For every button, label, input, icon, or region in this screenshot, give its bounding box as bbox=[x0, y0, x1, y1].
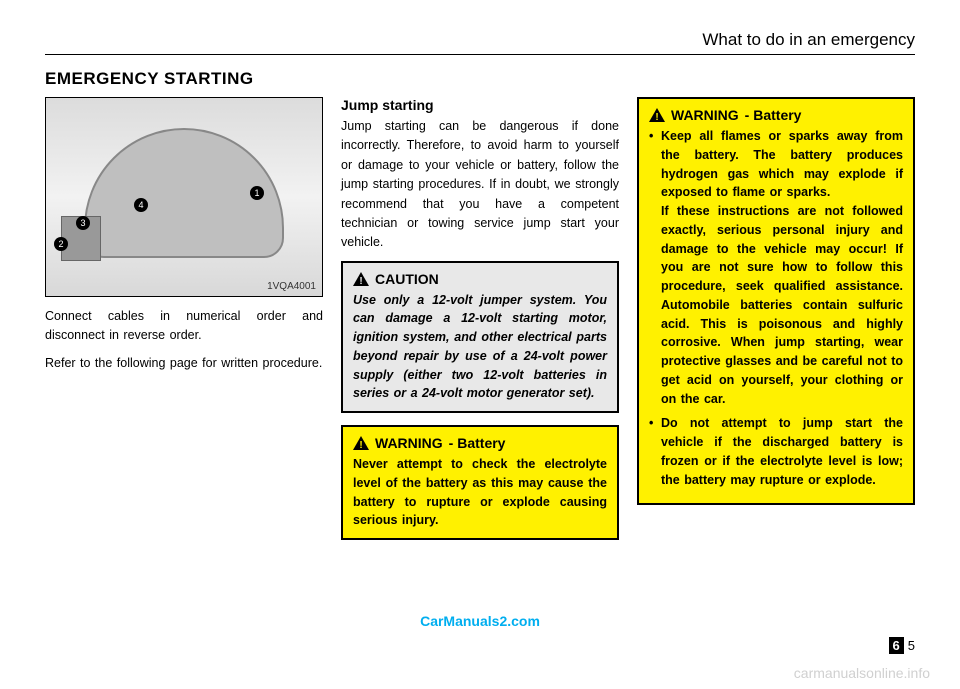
callout-3: 3 bbox=[76, 216, 90, 230]
warning-bullet: Keep all flames or sparks away from the … bbox=[649, 127, 903, 408]
caution-box: ! CAUTION Use only a 12-volt jumper syst… bbox=[341, 261, 619, 414]
warning-title: WARNING bbox=[375, 435, 443, 451]
alert-icon: ! bbox=[649, 108, 665, 122]
warning-text: Never attempt to check the electrolyte l… bbox=[353, 455, 607, 530]
column-1: 1 2 3 4 1VQA4001 Connect cables in numer… bbox=[45, 97, 323, 552]
svg-text:!: ! bbox=[359, 276, 362, 286]
warning-title: WARNING bbox=[671, 107, 739, 123]
box-title-row: ! WARNING - Battery bbox=[353, 435, 607, 451]
watermark-carmanuals2: CarManuals2.com bbox=[420, 613, 540, 629]
warning-box: ! WARNING - Battery Never attempt to che… bbox=[341, 425, 619, 540]
page-header: What to do in an emergency bbox=[45, 30, 915, 55]
caution-title: CAUTION bbox=[375, 271, 439, 287]
page-number-value: 5 bbox=[908, 638, 915, 653]
figure-label: 1VQA4001 bbox=[267, 281, 316, 292]
bullet-text: If these instructions are not followed e… bbox=[661, 204, 903, 406]
bullet-text: Keep all flames or sparks away from the … bbox=[661, 129, 903, 199]
body-text: Refer to the following page for written … bbox=[45, 354, 323, 373]
warning-subtitle: - Battery bbox=[745, 107, 802, 123]
alert-icon: ! bbox=[353, 272, 369, 286]
chapter-title: What to do in an emergency bbox=[702, 30, 915, 50]
warning-box: ! WARNING - Battery Keep all flames or s… bbox=[637, 97, 915, 505]
alert-icon: ! bbox=[353, 436, 369, 450]
warning-bullets: Keep all flames or sparks away from the … bbox=[649, 127, 903, 489]
caution-text: Use only a 12-volt jumper system. You ca… bbox=[353, 291, 607, 404]
warning-bullet: Do not attempt to jump start the vehicle… bbox=[649, 414, 903, 489]
callout-1: 1 bbox=[250, 186, 264, 200]
sub-heading: Jump starting bbox=[341, 97, 619, 113]
callout-2: 2 bbox=[54, 237, 68, 251]
jump-start-figure: 1 2 3 4 1VQA4001 bbox=[45, 97, 323, 297]
warning-subtitle: - Battery bbox=[449, 435, 506, 451]
content-columns: 1 2 3 4 1VQA4001 Connect cables in numer… bbox=[45, 97, 915, 552]
manual-page: What to do in an emergency EMERGENCY STA… bbox=[0, 0, 960, 689]
svg-text:!: ! bbox=[655, 112, 658, 122]
body-text: Jump starting can be dangerous if done i… bbox=[341, 117, 619, 253]
column-2: Jump starting Jump starting can be dange… bbox=[341, 97, 619, 552]
watermark-carmanualsonline: carmanualsonline.info bbox=[794, 665, 930, 681]
box-title-row: ! CAUTION bbox=[353, 271, 607, 287]
body-text: Connect cables in numerical order and di… bbox=[45, 307, 323, 346]
chapter-number: 6 bbox=[889, 637, 904, 654]
svg-text:!: ! bbox=[359, 440, 362, 450]
column-3: ! WARNING - Battery Keep all flames or s… bbox=[637, 97, 915, 552]
page-number: 6 5 bbox=[889, 637, 915, 654]
box-title-row: ! WARNING - Battery bbox=[649, 107, 903, 123]
callout-4: 4 bbox=[134, 198, 148, 212]
section-title: EMERGENCY STARTING bbox=[45, 69, 915, 89]
